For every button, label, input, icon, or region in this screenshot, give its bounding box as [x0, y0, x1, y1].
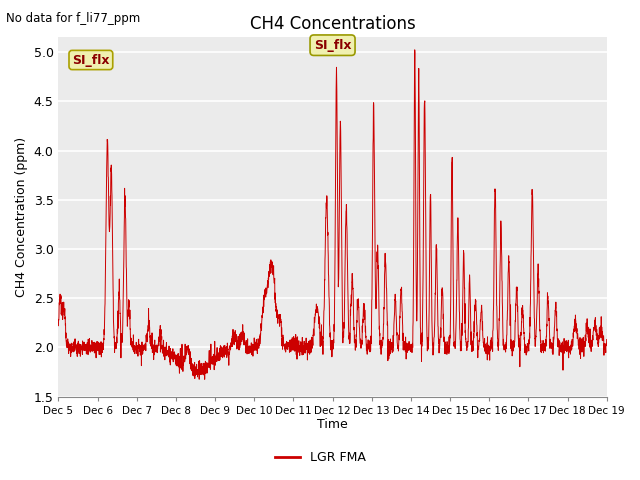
X-axis label: Time: Time	[317, 419, 348, 432]
Y-axis label: CH4 Concentration (ppm): CH4 Concentration (ppm)	[15, 137, 28, 297]
Text: SI_flx: SI_flx	[314, 39, 351, 52]
Text: SI_flx: SI_flx	[72, 53, 109, 67]
Text: No data for f_li77_ppm: No data for f_li77_ppm	[6, 12, 141, 25]
Title: CH4 Concentrations: CH4 Concentrations	[250, 15, 415, 33]
Legend: LGR FMA: LGR FMA	[269, 446, 371, 469]
